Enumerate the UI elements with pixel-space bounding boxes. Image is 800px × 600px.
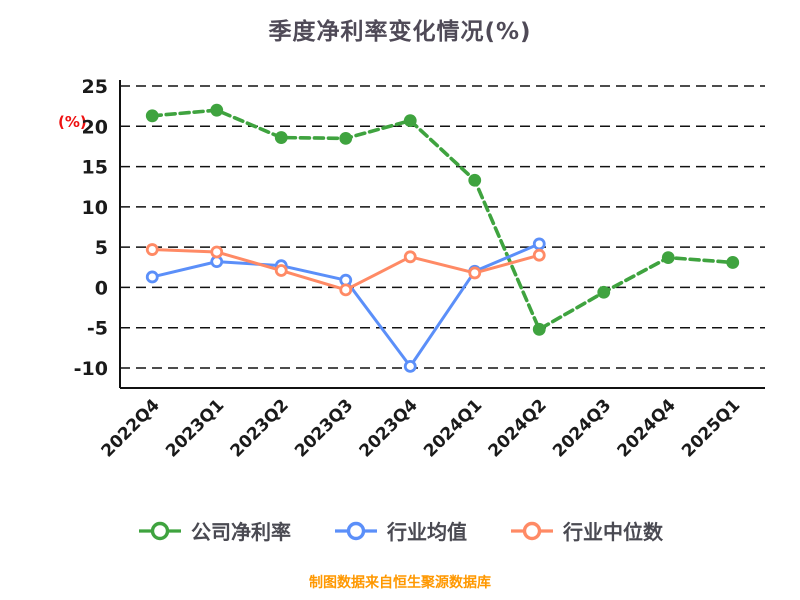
legend-item-industry-mean[interactable]: 行业均值 [333,516,467,545]
y-tick-label: 20 [82,116,108,138]
x-tick-label: 2023Q3 [291,395,357,461]
x-tick-label: 2024Q3 [549,395,615,461]
data-point [597,285,611,299]
y-axis-unit-label: (%) [58,113,87,131]
series-line-0 [150,108,735,332]
x-tick-label: 2023Q2 [227,395,293,461]
x-tick-label: 2025Q1 [678,395,744,461]
data-point [532,322,546,336]
source-note: 制图数据来自恒生聚源数据库 [309,575,491,591]
x-tick-label: 2023Q4 [356,395,422,461]
y-tick-label: 10 [82,197,108,219]
plot-area: 2520151050-5-102022Q42023Q12023Q22023Q32… [74,76,765,462]
legend-label: 行业中位数 [563,520,663,544]
data-point [210,103,224,117]
data-point [210,245,224,259]
data-point [145,109,159,123]
legend-marker-icon [335,521,377,540]
data-point [468,173,482,187]
y-tick-label: -5 [87,318,108,340]
legend-circle [346,521,366,540]
data-point [661,251,675,265]
legend-item-company-net-margin[interactable]: 公司净利率 [137,516,291,545]
x-tick-label: 2022Q4 [98,395,164,461]
legend-item-industry-median[interactable]: 行业中位数 [509,516,663,545]
x-tick-label: 2024Q2 [485,395,551,461]
data-point [403,359,417,373]
legend-label: 公司净利率 [191,520,291,544]
y-tick-label: 5 [95,237,108,259]
data-point [339,283,353,297]
data-point [403,114,417,128]
data-point [403,250,417,264]
legend-circle [150,521,170,540]
data-point [145,243,159,256]
x-tick-label: 2024Q1 [420,395,486,461]
legend-label: 行业均值 [387,520,467,544]
data-point [468,266,482,280]
legend-circle [522,521,542,540]
y-tick-label: 15 [82,157,108,179]
legend: 公司净利率 行业均值 行业中位数 [0,516,800,545]
data-point [274,264,288,277]
x-tick-label: 2024Q4 [614,395,680,461]
data-point [274,131,288,144]
legend-marker-icon [139,521,181,540]
chart-title: 季度净利率变化情况(%) [268,19,532,45]
data-point [726,256,740,269]
series-line-1 [150,242,541,368]
legend-marker-icon [511,521,553,540]
y-tick-label: 0 [95,277,108,299]
x-tick-label: 2023Q1 [162,395,228,461]
data-point [532,248,546,262]
y-tick-label: -10 [74,358,108,380]
data-point [145,270,159,284]
data-point [339,131,353,145]
y-tick-label: 25 [82,76,108,98]
data-point [532,237,546,251]
